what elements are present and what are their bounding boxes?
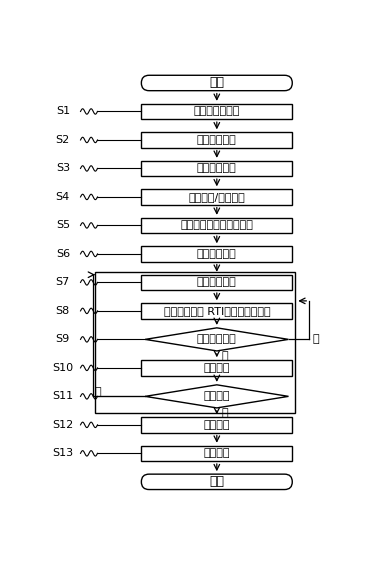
Text: S6: S6 bbox=[56, 249, 70, 259]
Text: S7: S7 bbox=[56, 278, 70, 287]
Text: 否: 否 bbox=[94, 386, 101, 397]
Text: S13: S13 bbox=[52, 448, 73, 458]
Text: 是: 是 bbox=[222, 351, 228, 361]
FancyBboxPatch shape bbox=[141, 75, 292, 90]
Text: 撤销联邦: 撤销联邦 bbox=[204, 448, 230, 458]
Text: 声明公布/订购关系: 声明公布/订购关系 bbox=[189, 192, 245, 202]
Bar bbox=[141, 417, 292, 433]
Text: S8: S8 bbox=[56, 306, 70, 316]
Polygon shape bbox=[145, 385, 288, 408]
Text: S9: S9 bbox=[56, 335, 70, 344]
Text: S2: S2 bbox=[56, 135, 70, 145]
Bar bbox=[141, 275, 292, 290]
Text: 否: 否 bbox=[312, 335, 319, 344]
Text: 测试推进: 测试推进 bbox=[204, 363, 230, 373]
Text: 注册对象实例: 注册对象实例 bbox=[197, 249, 237, 259]
Bar bbox=[141, 360, 292, 376]
Bar bbox=[141, 246, 292, 262]
Text: 退出联邦: 退出联邦 bbox=[204, 420, 230, 430]
Bar bbox=[141, 190, 292, 204]
Text: 初始化成员数据: 初始化成员数据 bbox=[194, 107, 240, 116]
Polygon shape bbox=[145, 328, 288, 351]
Bar bbox=[141, 132, 292, 147]
Text: 开始: 开始 bbox=[209, 77, 224, 89]
Text: S10: S10 bbox=[52, 363, 73, 373]
Text: 时间推进许可: 时间推进许可 bbox=[197, 335, 237, 344]
Text: S5: S5 bbox=[56, 221, 70, 230]
Text: S4: S4 bbox=[56, 192, 70, 202]
Text: 创建联邦执行: 创建联邦执行 bbox=[197, 135, 237, 145]
Text: 加入联邦执行: 加入联邦执行 bbox=[197, 164, 237, 173]
Text: 请求时间推进: 请求时间推进 bbox=[197, 278, 237, 287]
Bar bbox=[141, 161, 292, 176]
Text: 是: 是 bbox=[222, 408, 228, 418]
Bar bbox=[141, 303, 292, 319]
Text: S12: S12 bbox=[52, 420, 73, 430]
Bar bbox=[141, 218, 292, 233]
Bar bbox=[95, 272, 295, 412]
Text: 测试结束: 测试结束 bbox=[204, 391, 230, 401]
Text: 将控制权交给 RTI，处理回调函数: 将控制权交给 RTI，处理回调函数 bbox=[164, 306, 270, 316]
Bar bbox=[141, 104, 292, 119]
Text: S1: S1 bbox=[56, 107, 70, 116]
FancyBboxPatch shape bbox=[141, 474, 292, 490]
Text: S11: S11 bbox=[52, 391, 73, 401]
Text: 确定成员的时间推进策略: 确定成员的时间推进策略 bbox=[180, 221, 253, 230]
Bar bbox=[141, 446, 292, 461]
Text: 结束: 结束 bbox=[209, 475, 224, 488]
Text: S3: S3 bbox=[56, 164, 70, 173]
